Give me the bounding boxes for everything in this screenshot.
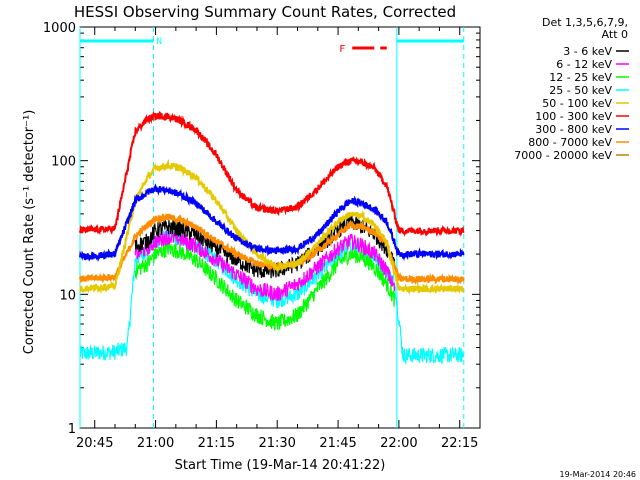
legend-header-line1: Det 1,3,5,6,7,9, [542, 16, 628, 29]
x-tick-label: 20:45 [76, 436, 113, 451]
y-axis-label: Corrected Count Rate (s⁻¹ detector⁻¹) [22, 110, 37, 355]
legend-entry-label: 100 - 300 keV [535, 110, 612, 123]
annotation-layer: NF [79, 27, 465, 428]
night-bar-label: N [157, 37, 162, 47]
series-line-0 [134, 214, 396, 279]
series-line-7 [79, 213, 465, 286]
series-layer [79, 110, 465, 365]
chart-title: HESSI Observing Summary Count Rates, Cor… [74, 3, 456, 21]
x-tick-label: 21:15 [198, 436, 235, 451]
y-tick-label: 1 [68, 422, 76, 437]
tick-layer: 1 10 100 1000 20:45 21:00 21:15 21:30 21:45 22:00… [43, 21, 481, 451]
series-line-6 [79, 183, 465, 263]
series-line-4 [79, 158, 465, 296]
y-tick-label: 10 [59, 288, 76, 303]
legend-header-line2: Att 0 [602, 28, 628, 41]
series-line-1 [134, 230, 396, 302]
legend-entry-label: 7000 - 20000 keV [514, 149, 612, 162]
y-tick-label: 1000 [43, 21, 76, 36]
legend-entry-label: 12 - 25 keV [549, 71, 612, 84]
legend-entry-label: 6 - 12 keV [556, 58, 612, 71]
legend-entry-label: 25 - 50 keV [549, 84, 612, 97]
x-tick-label: 21:45 [319, 436, 356, 451]
legend-entry-label: 800 - 7000 keV [528, 136, 612, 149]
x-tick-label: 22:00 [380, 436, 417, 451]
legend-entry-label: 300 - 800 keV [535, 123, 612, 136]
legend-entry-label: 50 - 100 keV [542, 97, 612, 110]
plot-timestamp: 19-Mar-2014 20:46 [560, 470, 637, 479]
flag-bar-label: F [339, 44, 345, 55]
x-axis-label: Start Time (19-Mar-14 20:41:22) [175, 458, 386, 473]
series-line-5 [79, 110, 465, 237]
legend-entry-label: 3 - 6 keV [563, 45, 612, 58]
x-tick-label: 22:15 [441, 436, 478, 451]
series-line-2 [134, 241, 396, 331]
y-tick-label: 100 [51, 155, 76, 170]
x-tick-label: 21:30 [258, 436, 295, 451]
x-tick-label: 21:00 [137, 436, 174, 451]
